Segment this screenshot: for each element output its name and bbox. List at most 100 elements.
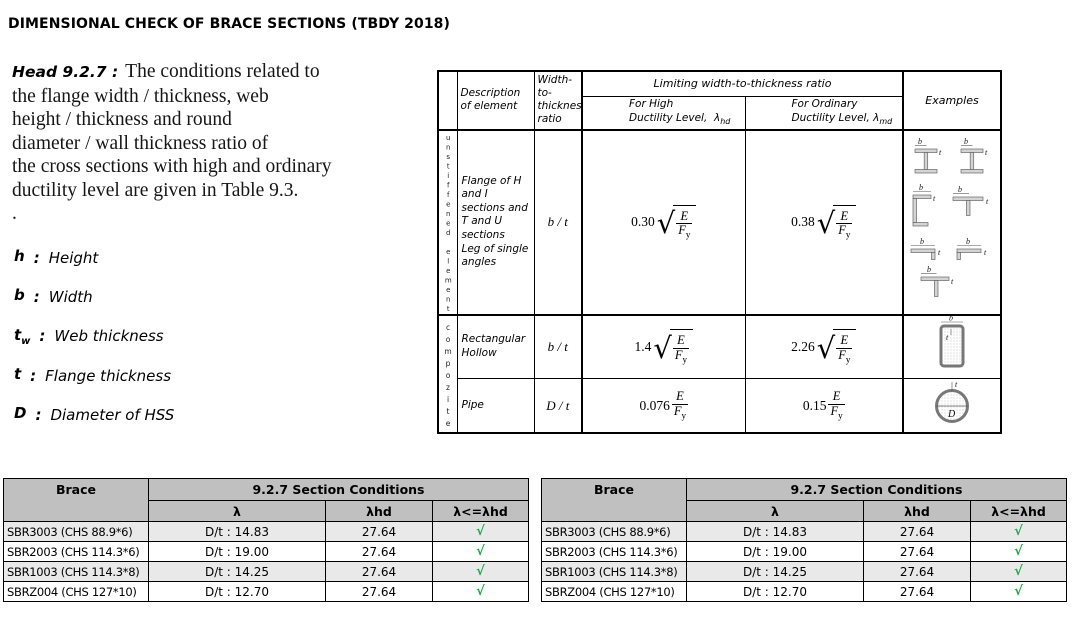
dim-label-b: b [966, 237, 970, 246]
dim-label-t: t [984, 248, 987, 257]
intro-text: The conditions related to [125, 61, 320, 82]
intro-line: the cross sections with high and ordinar… [12, 156, 332, 177]
brace-cell: SBR1003 (CHS 114.3*8) [541, 561, 687, 582]
ratio-cell: D / t [533, 378, 583, 434]
head-ref-label: Head 9.2.7 : [12, 63, 119, 81]
lambda-cell: D/t : 19.00 [686, 541, 864, 562]
group-header: 9.2.7 Section Conditions [686, 478, 1067, 501]
limit-high-cell: 0.30 √ E Fy [581, 128, 746, 316]
intro-line: . [12, 203, 17, 224]
check-icon: √ [476, 544, 485, 559]
dim-label-b: b [958, 185, 962, 194]
lambda-hd-cell: 27.64 [325, 521, 433, 542]
brace-cell: SBR1003 (CHS 114.3*8) [3, 561, 149, 582]
dim-label-t: t [951, 277, 954, 286]
table-9-3: Description of element Width-to-thicknes… [437, 70, 1002, 434]
check-icon: √ [1014, 544, 1023, 559]
table-row: SBR1003 (CHS 114.3*8) D/t : 14.25 27.64 … [541, 561, 1067, 582]
lambda-header: λ [148, 500, 326, 522]
brace-cell: SBRZ004 (CHS 127*10) [541, 581, 687, 602]
lambda-cell: D/t : 12.70 [148, 581, 326, 602]
limit-ordinary-cell: 0.38 √ E Fy [744, 128, 904, 316]
sqrt-radical: √ [816, 205, 836, 240]
lambda-hd-cell: 27.64 [863, 561, 971, 582]
lambda-cell: D/t : 14.83 [148, 521, 326, 542]
intro-line: ductility level are given in Table 9.3. [12, 179, 299, 201]
intro-paragraph: Head 9.2.7 : The conditions related to th… [12, 60, 457, 226]
section-conditions-table-right: Brace 9.2.7 Section Conditions λ λhd λ<=… [541, 478, 1067, 602]
sqrt-radical: √ [653, 330, 672, 365]
limit-ordinary-cell: 2.26 √ E Fy [744, 314, 904, 379]
vertical-label-unstiffened: unstiffened element [437, 128, 458, 316]
table-row: SBRZ004 (CHS 127*10) D/t : 12.70 27.64 √ [3, 581, 529, 602]
check-cell: √ [970, 541, 1067, 562]
dim-label-t: t [946, 333, 949, 342]
dim-label-b: b [919, 183, 923, 192]
definition-tw: tw : Web thickness [14, 325, 164, 347]
check-header: λ<=λhd [970, 500, 1067, 522]
examples-pipe-cell: t D [902, 378, 1002, 434]
description-cell: Flange of H and I sections and T and U s… [456, 128, 535, 316]
section-sketches-diagram: b t b t b t b t b t b t b t [910, 137, 989, 298]
check-header: λ<=λhd [432, 500, 529, 522]
pipe-diagram: t D [935, 380, 969, 423]
dim-label-t: t [938, 248, 941, 257]
sqrt-radical: √ [656, 205, 676, 240]
dim-label-D: D [947, 409, 956, 420]
header-limiting: Limiting width-to-thickness ratio [581, 70, 904, 97]
brace-cell: SBR3003 (CHS 88.9*6) [541, 521, 687, 542]
group-header: 9.2.7 Section Conditions [148, 478, 529, 501]
lambda-hd-cell: 27.64 [863, 521, 971, 542]
lambda-cell: D/t : 14.25 [148, 561, 326, 582]
definition-b: b : Width [14, 286, 93, 306]
dim-label-b: b [920, 237, 924, 246]
section-conditions-table-left: Brace 9.2.7 Section Conditions λ λhd λ<=… [3, 478, 529, 602]
header-ordinary-ductility: For Ordinary Ductility Level, λmd [744, 95, 904, 131]
lambda-cell: D/t : 14.25 [686, 561, 864, 582]
brace-cell: SBR2003 (CHS 114.3*6) [541, 541, 687, 562]
check-cell: √ [432, 561, 529, 582]
lambda-cell: D/t : 14.83 [686, 521, 864, 542]
check-icon: √ [1014, 524, 1023, 539]
header-examples: Examples [902, 70, 1002, 130]
intro-line: height / thickness and round [12, 109, 232, 130]
limit-high-cell: 1.4 √ E Fy [581, 314, 746, 379]
header-high-ductility: For High Ductility Level, λhd [581, 95, 746, 131]
intro-line: diameter / wall thickness ratio of [12, 132, 269, 154]
check-cell: √ [970, 581, 1067, 602]
dim-label-t: t [933, 194, 936, 203]
table-row: SBR2003 (CHS 114.3*6) D/t : 19.00 27.64 … [3, 541, 529, 562]
lambda-hd-cell: 27.64 [325, 581, 433, 602]
ratio-cell: b / t [533, 314, 583, 379]
header-ratio: Width-to-thickness ratio [533, 70, 583, 130]
check-icon: √ [476, 524, 485, 539]
check-cell: √ [432, 581, 529, 602]
examples-hollow-cell: b t [902, 314, 1002, 379]
lambda-hd-header: λhd [863, 500, 971, 522]
intro-line: Head 9.2.7 : The conditions related to [12, 60, 457, 85]
definition-t: t : Flange thickness [14, 365, 172, 385]
page-title: DIMENSIONAL CHECK OF BRACE SECTIONS (TBD… [8, 16, 451, 32]
check-cell: √ [432, 541, 529, 562]
dim-label-b: b [927, 265, 931, 274]
corner-cell [437, 70, 458, 130]
check-icon: √ [476, 584, 485, 599]
table-row: SBRZ004 (CHS 127*10) D/t : 12.70 27.64 √ [541, 581, 1067, 602]
table-row: SBR1003 (CHS 114.3*8) D/t : 14.25 27.64 … [3, 561, 529, 582]
sqrt-radical: √ [816, 330, 836, 365]
dim-label-t: t [986, 197, 989, 206]
dim-label-b: b [949, 316, 953, 323]
rect-hollow-diagram: b t [939, 316, 965, 368]
check-cell: √ [970, 521, 1067, 542]
limit-high-cell: 0.076 E Fy [581, 378, 746, 434]
ratio-cell: b / t [533, 128, 583, 316]
check-cell: √ [432, 521, 529, 542]
description-cell: Rectangular Hollow [456, 314, 535, 379]
brace-header: Brace [541, 478, 687, 522]
definition-h: h : Height [14, 247, 99, 267]
lambda-hd-cell: 27.64 [863, 541, 971, 562]
brace-cell: SBRZ004 (CHS 127*10) [3, 581, 149, 602]
check-icon: √ [476, 564, 485, 579]
definition-D: D : Diameter of HSS [14, 404, 175, 424]
